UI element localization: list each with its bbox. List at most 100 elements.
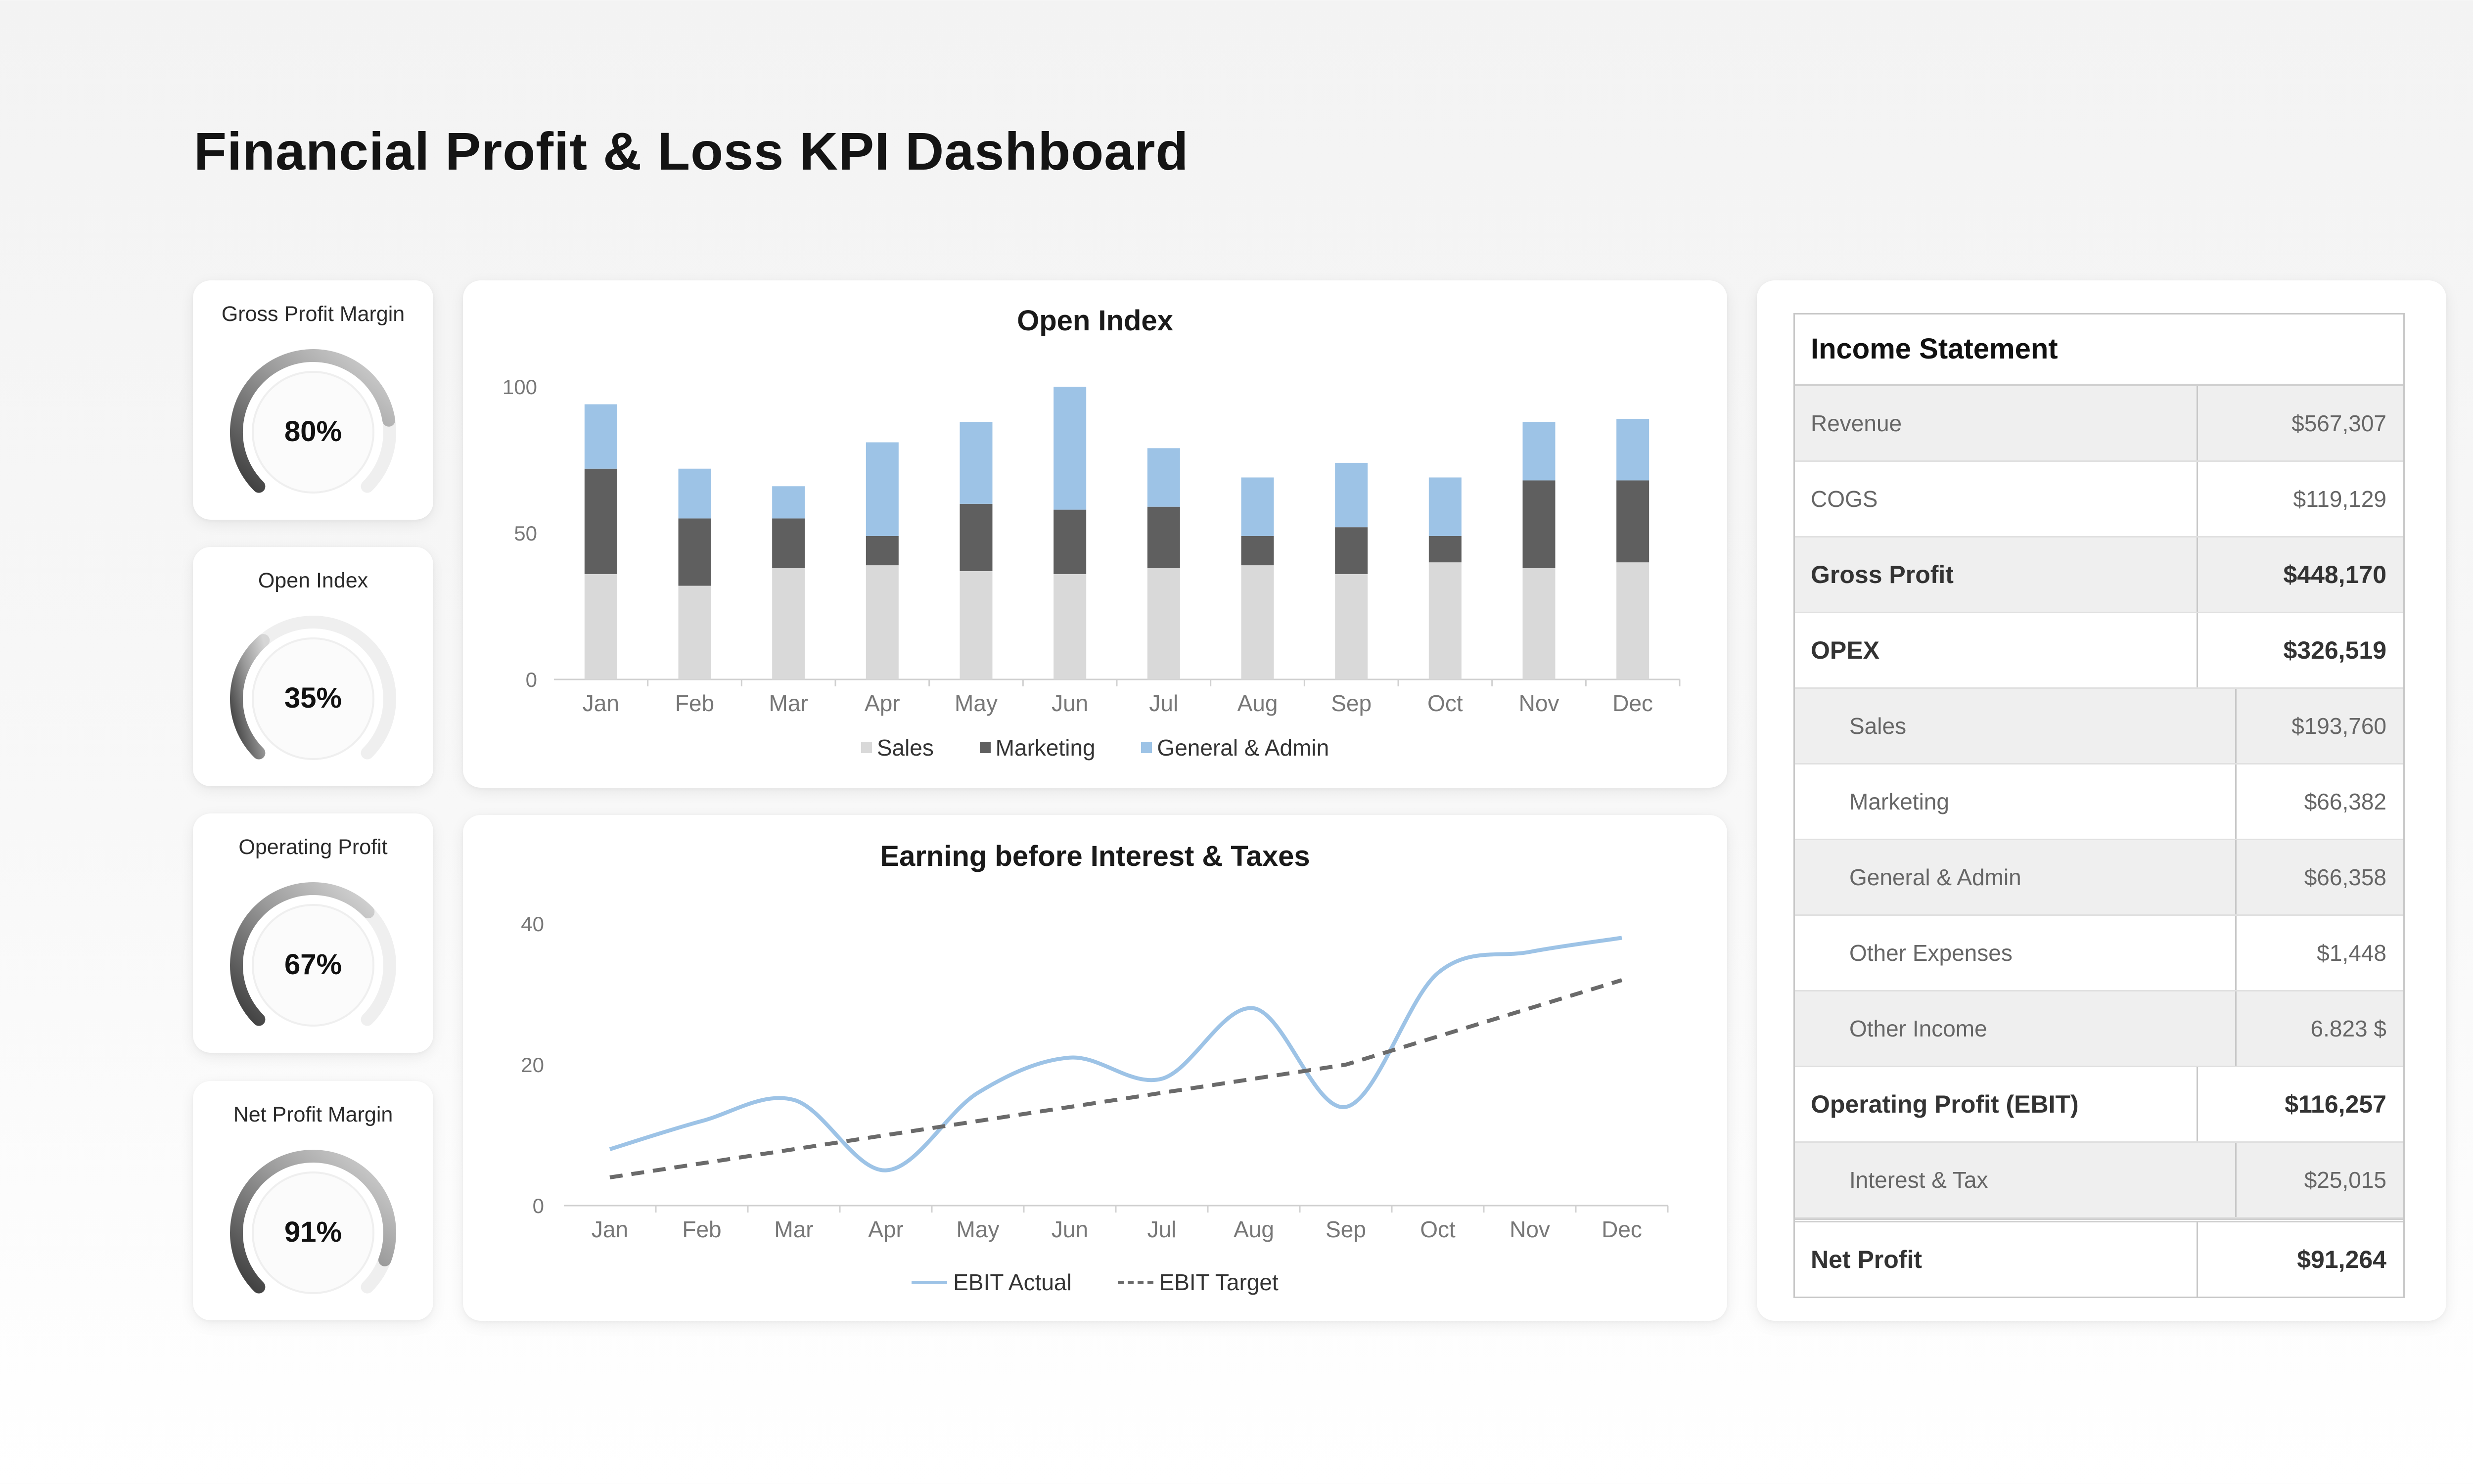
legend-item-sales: Sales (861, 734, 934, 761)
bar-segment-sales (1428, 562, 1462, 679)
statement-value: $448,170 (2283, 561, 2386, 588)
statement-value: $66,382 (2304, 789, 2386, 814)
statement-label: Other Expenses (1795, 916, 2237, 990)
ebit-line-chart: 0 20 40 Jan Feb Mar Apr May Jun Jul Aug Sep Oct Nov De… (521, 912, 1669, 1242)
statement-value: 6.823 $ (2310, 1016, 2386, 1041)
gauge-svg (230, 1150, 396, 1294)
bar-segment-sales (772, 568, 805, 679)
statement-value: $66,358 (2304, 864, 2386, 890)
x-tick-label: Nov (1510, 1216, 1550, 1242)
x-tick-label: Sep (1331, 690, 1372, 716)
ebit-chart-card: Earning before Interest & Taxes 0 20 40 Jan… (463, 815, 1727, 1321)
statement-label: Other Income (1795, 991, 2237, 1066)
kpi-value: 67% (284, 948, 342, 981)
bar-segment-general-admin (1428, 477, 1462, 536)
statement-value: $567,307 (2291, 410, 2386, 436)
statement-label: Marketing (1795, 764, 2237, 839)
gauge-fill (230, 882, 375, 1026)
x-tick-label: Mar (769, 690, 808, 716)
statement-value: $1,448 (2317, 940, 2386, 966)
x-tick-label: Sep (1326, 1216, 1366, 1242)
bar-segment-general-admin (1147, 448, 1180, 507)
income-statement-card: Income Statement Revenue $567,307 COGS $119… (1757, 280, 2446, 1321)
income-statement-table: Income Statement Revenue $567,307 COGS $119… (1793, 313, 2405, 1298)
y-tick-label: 0 (526, 668, 537, 691)
gauge-fill (230, 634, 270, 760)
statement-row: COGS $119,129 (1795, 462, 2403, 538)
bar-segment-marketing (1335, 527, 1368, 574)
bar-segment-general-admin (584, 404, 617, 469)
statement-row: Other Income 6.823 $ (1795, 991, 2403, 1067)
x-tick-label: Mar (774, 1216, 813, 1242)
gauge-inner (252, 637, 374, 760)
x-tick-label: Jun (1052, 1216, 1088, 1242)
statement-label: Operating Profit (EBIT) (1795, 1067, 2198, 1141)
bar-segment-general-admin (1522, 422, 1556, 481)
kpi-card-operating-profit: Operating Profit 67% (193, 813, 433, 1053)
kpi-label: Operating Profit (238, 835, 388, 859)
bar-segment-marketing (1428, 536, 1462, 563)
gauge-inner (252, 371, 374, 494)
bar-segment-sales (1147, 568, 1180, 679)
gauge (218, 1138, 409, 1311)
bar-segment-sales (1241, 565, 1274, 679)
bar-segment-sales (584, 574, 617, 679)
gauge-svg (230, 349, 396, 494)
x-tick-label: Feb (682, 1216, 721, 1242)
chart-legend: Sales Marketing General & Admin (463, 734, 1727, 761)
kpi-card-open-index: Open Index 35% (193, 547, 433, 786)
legend-item-general-admin: General & Admin (1141, 734, 1329, 761)
bar-segment-marketing (1522, 480, 1556, 569)
bar-segment-general-admin (1335, 462, 1368, 528)
statement-row: Gross Profit $448,170 (1795, 538, 2403, 613)
statement-row: General & Admin $66,358 (1795, 840, 2403, 916)
bar-segment-sales (1053, 574, 1087, 679)
bar-segment-marketing (1053, 509, 1087, 574)
statement-label: OPEX (1795, 613, 2198, 687)
statement-row: Other Expenses $1,448 (1795, 916, 2403, 991)
chart-title: Open Index (1017, 305, 1173, 337)
series-line-ebit-actual (609, 936, 1622, 1172)
y-tick-label: 20 (521, 1053, 544, 1077)
bar-segment-general-admin (772, 486, 805, 519)
statement-row: Revenue $567,307 (1795, 386, 2403, 462)
bar-segment-general-admin (960, 422, 993, 504)
statement-label: Revenue (1795, 386, 2198, 460)
gauge (218, 870, 409, 1043)
y-tick-label: 0 (533, 1194, 544, 1217)
kpi-card-gross-profit-margin: Gross Profit Margin 80% (193, 280, 433, 520)
statement-row: Operating Profit (EBIT) $116,257 (1795, 1067, 2403, 1143)
bar-segment-marketing (678, 518, 711, 586)
statement-label: General & Admin (1795, 840, 2237, 914)
kpi-value: 91% (284, 1216, 342, 1248)
chart-legend: EBIT Actual EBIT Target (463, 1269, 1727, 1296)
y-tick-label: 50 (514, 522, 537, 545)
bar-segment-marketing (772, 518, 805, 569)
y-tick-label: 40 (521, 912, 544, 936)
statement-value: $193,760 (2291, 713, 2386, 739)
bar-segment-general-admin (866, 442, 899, 536)
statement-row: OPEX $326,519 (1795, 613, 2403, 689)
statement-value: $91,264 (2297, 1246, 2386, 1273)
gauge-fill (230, 1150, 396, 1294)
series-line-ebit-target (609, 978, 1623, 1179)
gauge (218, 604, 409, 777)
statement-label: Gross Profit (1795, 538, 2198, 612)
bar-segment-sales (678, 585, 711, 679)
bar-segment-marketing (1147, 506, 1180, 569)
bar-segment-sales (1335, 574, 1368, 679)
x-tick-label: Aug (1234, 1216, 1274, 1242)
bar-segment-marketing (1616, 480, 1649, 563)
income-statement-title: Income Statement (1795, 315, 2403, 386)
kpi-label: Gross Profit Margin (221, 302, 405, 326)
x-tick-label: May (957, 1216, 1000, 1242)
x-tick-label: Jul (1149, 690, 1178, 716)
page-title: Financial Profit & Loss KPI Dashboard (194, 121, 1189, 181)
statement-row: Marketing $66,382 (1795, 764, 2403, 840)
statement-label: Sales (1795, 689, 2237, 763)
x-tick-label: May (955, 690, 998, 716)
x-tick-label: Jul (1147, 1216, 1177, 1242)
statement-row: Interest & Tax $25,015 (1795, 1143, 2403, 1218)
open-index-bar-chart: 0 50 100 Jan Feb Mar Apr May Jun Jul Aug Sep Oct Nov D… (503, 375, 1681, 716)
statement-label: COGS (1795, 462, 2198, 536)
